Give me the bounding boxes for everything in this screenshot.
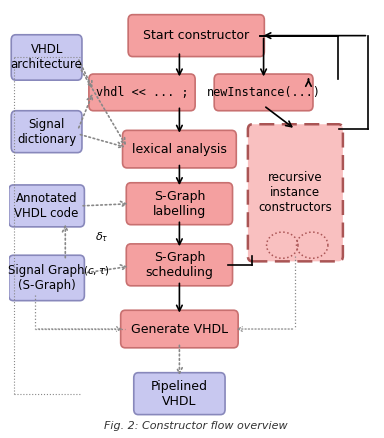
- FancyBboxPatch shape: [248, 124, 343, 261]
- FancyBboxPatch shape: [11, 35, 82, 80]
- Text: Generate VHDL: Generate VHDL: [131, 322, 228, 336]
- Text: Signal
dictionary: Signal dictionary: [17, 118, 76, 146]
- Text: S-Graph
scheduling: S-Graph scheduling: [146, 251, 214, 279]
- FancyBboxPatch shape: [214, 74, 313, 111]
- Text: Fig. 2: Constructor flow overview: Fig. 2: Constructor flow overview: [104, 421, 288, 431]
- FancyBboxPatch shape: [122, 131, 236, 168]
- Text: VHDL
architecture: VHDL architecture: [11, 43, 83, 71]
- Text: Annotated
VHDL code: Annotated VHDL code: [15, 192, 79, 220]
- Text: lexical analysis: lexical analysis: [132, 143, 227, 155]
- Text: S-Graph
labelling: S-Graph labelling: [153, 190, 206, 218]
- Text: vhdl << ... ;: vhdl << ... ;: [96, 86, 188, 99]
- Text: $(c,\tau)$: $(c,\tau)$: [83, 264, 109, 277]
- Text: Start constructor: Start constructor: [143, 29, 249, 42]
- Text: recursive
instance
constructors: recursive instance constructors: [258, 171, 332, 214]
- FancyBboxPatch shape: [121, 310, 238, 348]
- FancyBboxPatch shape: [128, 14, 264, 57]
- FancyBboxPatch shape: [126, 183, 233, 225]
- Text: Pipelined
VHDL: Pipelined VHDL: [151, 380, 208, 408]
- Text: Signal Graph
(S-Graph): Signal Graph (S-Graph): [8, 264, 85, 292]
- FancyBboxPatch shape: [9, 255, 84, 300]
- FancyBboxPatch shape: [134, 373, 225, 415]
- FancyBboxPatch shape: [9, 185, 84, 227]
- Text: $\delta_\tau$: $\delta_\tau$: [95, 230, 109, 244]
- FancyBboxPatch shape: [89, 74, 195, 111]
- Text: newInstance(...): newInstance(...): [207, 86, 321, 99]
- FancyBboxPatch shape: [126, 244, 233, 286]
- FancyBboxPatch shape: [11, 111, 82, 152]
